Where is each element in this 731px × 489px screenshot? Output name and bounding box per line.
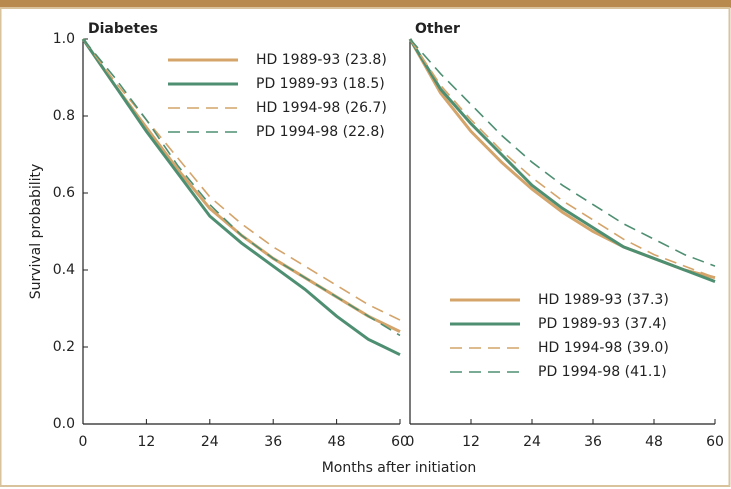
- legend-label: HD 1994-98 (26.7): [256, 100, 387, 116]
- series-line: [408, 38, 716, 283]
- header-bar: [0, 0, 731, 8]
- y-tick-label: 0.2: [53, 339, 75, 355]
- panel-title: Diabetes: [88, 21, 158, 37]
- x-tick-label: 12: [462, 434, 480, 450]
- y-tick-label: 0.0: [53, 416, 75, 432]
- x-axis-label: Months after initiation: [322, 460, 477, 476]
- legend-label: PD 1989-93 (37.4): [538, 316, 667, 332]
- series-line: [81, 38, 401, 357]
- series-line: [82, 38, 401, 337]
- x-tick-label: 36: [264, 434, 282, 450]
- legend-label: PD 1989-93 (18.5): [256, 76, 385, 92]
- x-tick-label: 48: [328, 434, 346, 450]
- y-tick-label: 1.0: [53, 31, 75, 47]
- legend-label: HD 1989-93 (37.3): [538, 292, 669, 308]
- frame: [0, 7, 731, 487]
- legend-label: PD 1994-98 (22.8): [256, 124, 385, 140]
- x-tick-label: 60: [391, 434, 409, 450]
- x-tick-label: 24: [523, 434, 541, 450]
- y-tick-label: 0.6: [53, 185, 75, 201]
- y-tick-label: 0.8: [53, 108, 75, 124]
- panel-title: Other: [415, 21, 460, 37]
- legend-label: HD 1994-98 (39.0): [538, 340, 669, 356]
- x-tick-label: 0: [406, 434, 415, 450]
- y-tick-label: 0.4: [53, 262, 75, 278]
- series-line: [409, 38, 716, 267]
- legend-label: HD 1989-93 (23.8): [256, 52, 387, 68]
- x-tick-label: 36: [584, 434, 602, 450]
- legend-label: PD 1994-98 (41.1): [538, 364, 667, 380]
- series-line: [409, 38, 716, 279]
- x-tick-label: 24: [201, 434, 219, 450]
- y-axis-label: Survival probability: [28, 164, 44, 300]
- x-tick-label: 0: [79, 434, 88, 450]
- x-tick-label: 48: [645, 434, 663, 450]
- x-tick-label: 60: [706, 434, 724, 450]
- x-tick-label: 12: [137, 434, 155, 450]
